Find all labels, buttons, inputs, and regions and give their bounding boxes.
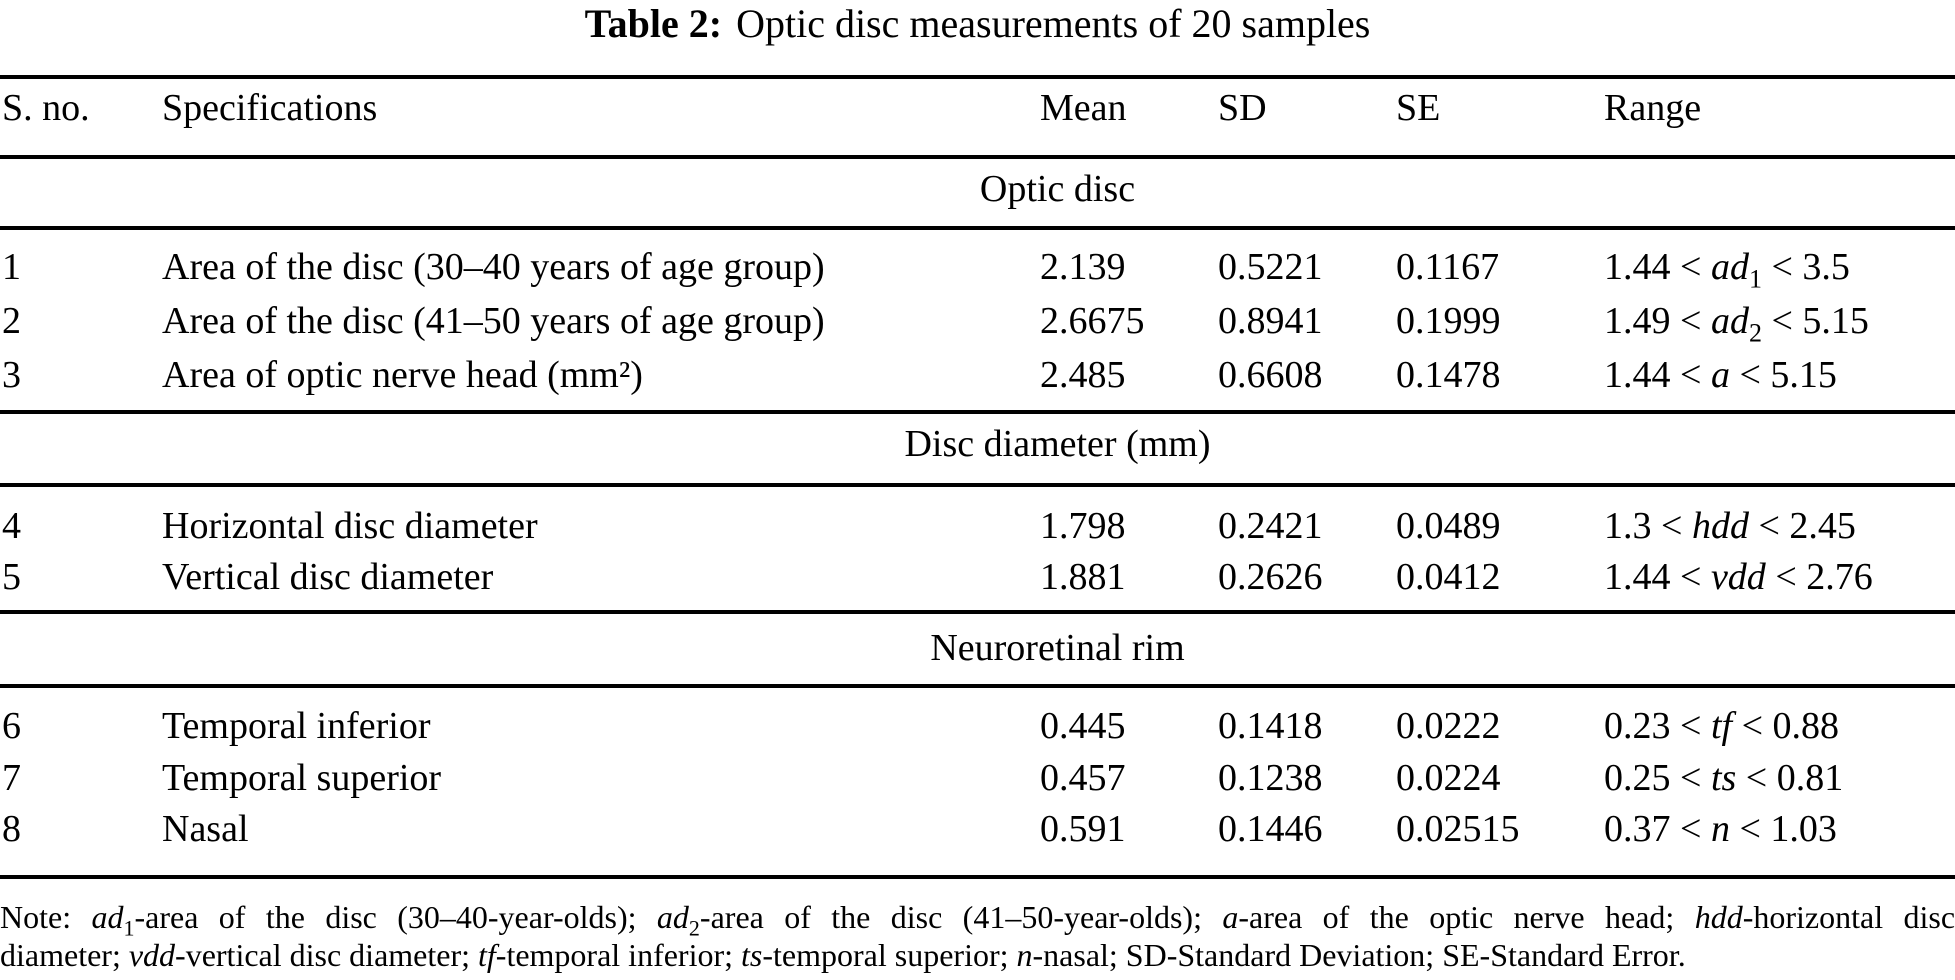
range-variable: hdd bbox=[1691, 505, 1749, 547]
cell-mean: 2.6675 bbox=[1040, 300, 1145, 342]
rule-above-disc-diameter-heading bbox=[0, 410, 1955, 414]
section-heading-disc-diameter: Disc diameter (mm) bbox=[904, 423, 1211, 465]
cell-mean: 1.798 bbox=[1040, 505, 1126, 547]
cell-se: 0.0489 bbox=[1396, 505, 1501, 547]
range-lower-bound: 0.37 < bbox=[1604, 808, 1711, 850]
cell-spec: Horizontal disc diameter bbox=[162, 505, 538, 547]
cell-range: 1.44 < vdd < 2.76 bbox=[1604, 558, 1873, 596]
table-note-line-2: diameter; vdd-vertical disc diameter; tf… bbox=[0, 937, 1686, 973]
cell-se: 0.1167 bbox=[1396, 246, 1500, 288]
range-upper-bound: < 1.03 bbox=[1729, 808, 1837, 850]
range-variable-subscript: 1 bbox=[1748, 264, 1762, 294]
range-variable: ad bbox=[1710, 246, 1749, 288]
rule-top bbox=[0, 75, 1955, 79]
cell-sd: 0.1446 bbox=[1218, 808, 1323, 850]
cell-sd: 0.6608 bbox=[1218, 354, 1323, 396]
cell-se: 0.1999 bbox=[1396, 300, 1501, 342]
range-lower-bound: 0.25 < bbox=[1604, 757, 1711, 799]
col-header-range: Range bbox=[1604, 87, 1702, 129]
range-lower-bound: 1.44 < bbox=[1604, 556, 1711, 598]
cell-mean: 1.881 bbox=[1040, 556, 1126, 598]
col-header-spec: Specifications bbox=[162, 87, 378, 129]
range-variable: ts bbox=[1710, 757, 1737, 799]
cell-range: 1.3 < hdd < 2.45 bbox=[1604, 507, 1856, 545]
rule-below-optic-disc-heading bbox=[0, 226, 1955, 230]
cell-sd: 0.8941 bbox=[1218, 300, 1323, 342]
rule-below-disc-diameter-heading bbox=[0, 483, 1955, 487]
cell-range: 0.23 < tf < 0.88 bbox=[1604, 707, 1839, 745]
cell-se: 0.0412 bbox=[1396, 556, 1501, 598]
rule-below-neuroretinal-rim-heading bbox=[0, 684, 1955, 688]
cell-sd: 0.1238 bbox=[1218, 757, 1323, 799]
cell-sd: 0.5221 bbox=[1218, 246, 1323, 288]
range-lower-bound: 0.23 < bbox=[1604, 705, 1711, 747]
range-upper-bound: < 5.15 bbox=[1761, 300, 1869, 342]
cell-spec: Area of optic nerve head (mm²) bbox=[162, 354, 643, 396]
cell-sno: 2 bbox=[2, 300, 21, 342]
range-upper-bound: < 2.76 bbox=[1765, 556, 1873, 598]
table-title-label: Table 2: bbox=[584, 1, 723, 46]
cell-se: 0.1478 bbox=[1396, 354, 1501, 396]
section-heading-optic-disc: Optic disc bbox=[979, 168, 1136, 210]
cell-spec: Area of the disc (41–50 years of age gro… bbox=[162, 300, 825, 342]
range-variable: ad bbox=[1710, 300, 1749, 342]
range-upper-bound: < 0.81 bbox=[1736, 757, 1844, 799]
cell-sno: 5 bbox=[2, 556, 21, 598]
cell-spec: Area of the disc (30–40 years of age gro… bbox=[162, 246, 825, 288]
range-upper-bound: < 5.15 bbox=[1729, 354, 1837, 396]
cell-spec: Vertical disc diameter bbox=[162, 556, 494, 598]
cell-sno: 4 bbox=[2, 505, 21, 547]
rule-bottom bbox=[0, 875, 1955, 879]
cell-range: 1.44 < ad1 < 3.5 bbox=[1604, 246, 1850, 292]
col-header-se: SE bbox=[1396, 87, 1441, 129]
cell-se: 0.02515 bbox=[1396, 808, 1520, 850]
cell-se: 0.0224 bbox=[1396, 757, 1501, 799]
table-title-text: Optic disc measurements of 20 samples bbox=[736, 1, 1371, 46]
cell-mean: 2.485 bbox=[1040, 354, 1126, 396]
cell-range: 0.37 < n < 1.03 bbox=[1604, 810, 1837, 848]
cell-mean: 0.445 bbox=[1040, 705, 1126, 747]
range-variable: vdd bbox=[1710, 556, 1766, 598]
col-header-sno: S. no. bbox=[2, 87, 90, 129]
cell-sno: 3 bbox=[2, 354, 21, 396]
range-variable: tf bbox=[1710, 705, 1733, 747]
range-upper-bound: < 0.88 bbox=[1732, 705, 1839, 747]
cell-se: 0.0222 bbox=[1396, 705, 1501, 747]
cell-sno: 1 bbox=[2, 246, 21, 288]
range-variable-subscript: 2 bbox=[1748, 318, 1762, 348]
cell-sno: 7 bbox=[2, 757, 21, 799]
table-title: Table 2: Optic disc measurements of 20 sa… bbox=[0, 0, 1955, 48]
cell-mean: 2.139 bbox=[1040, 246, 1126, 288]
range-upper-bound: < 2.45 bbox=[1748, 505, 1856, 547]
cell-spec: Nasal bbox=[162, 808, 249, 850]
range-lower-bound: 1.49 < bbox=[1604, 300, 1711, 342]
range-variable: a bbox=[1710, 354, 1730, 396]
section-heading-neuroretinal-rim: Neuroretinal rim bbox=[930, 627, 1185, 669]
range-upper-bound: < 3.5 bbox=[1761, 246, 1850, 288]
cell-range: 1.49 < ad2 < 5.15 bbox=[1604, 300, 1869, 346]
col-header-sd: SD bbox=[1218, 87, 1267, 129]
col-header-mean: Mean bbox=[1040, 87, 1127, 129]
cell-spec: Temporal superior bbox=[162, 757, 442, 799]
range-variable: n bbox=[1710, 808, 1730, 850]
cell-mean: 0.591 bbox=[1040, 808, 1126, 850]
range-lower-bound: 1.3 < bbox=[1604, 505, 1692, 547]
range-lower-bound: 1.44 < bbox=[1604, 354, 1711, 396]
range-lower-bound: 1.44 < bbox=[1604, 246, 1711, 288]
cell-spec: Temporal inferior bbox=[162, 705, 431, 747]
cell-sd: 0.2421 bbox=[1218, 505, 1323, 547]
cell-sd: 0.1418 bbox=[1218, 705, 1323, 747]
rule-below-header bbox=[0, 155, 1955, 159]
rule-above-neuroretinal-rim-heading bbox=[0, 610, 1955, 614]
cell-sno: 6 bbox=[2, 705, 21, 747]
table-note-line-1: Note: ad1-area of the disc (30–40-year-o… bbox=[0, 899, 1955, 941]
cell-sno: 8 bbox=[2, 808, 21, 850]
cell-mean: 0.457 bbox=[1040, 757, 1126, 799]
cell-range: 0.25 < ts < 0.81 bbox=[1604, 759, 1843, 797]
cell-sd: 0.2626 bbox=[1218, 556, 1323, 598]
cell-range: 1.44 < a < 5.15 bbox=[1604, 356, 1837, 394]
